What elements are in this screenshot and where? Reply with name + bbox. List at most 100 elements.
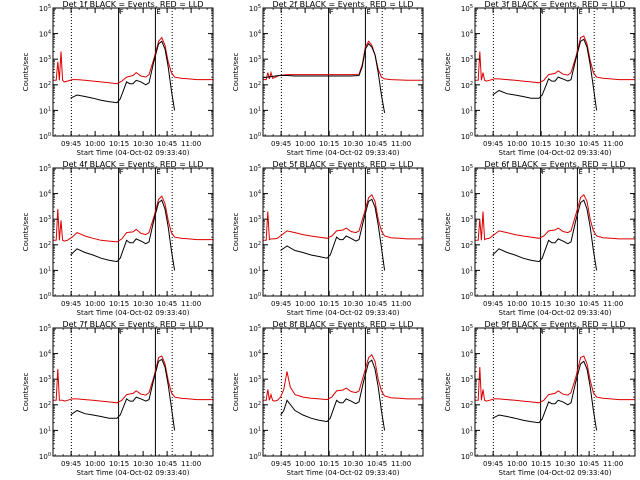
x-tick-label: 10:00: [85, 140, 105, 148]
y-tick-label: 103: [461, 375, 473, 384]
y-tick-label: 102: [461, 401, 473, 410]
x-tick-label: 11:00: [603, 140, 623, 148]
y-tick-label: 104: [249, 30, 261, 39]
plot-frame: [262, 167, 424, 297]
plot-frame: [52, 7, 214, 137]
plot-frame: [474, 327, 636, 457]
x-tick-label: 10:30: [133, 460, 153, 468]
panel-title: Det 2f BLACK = Events, RED = LLD: [272, 0, 413, 9]
y-tick-label: 105: [39, 4, 51, 13]
y-tick-label: 101: [461, 426, 473, 435]
series-lld-line: [475, 193, 635, 241]
y-tick-label: 103: [461, 215, 473, 224]
x-tick-label: 09:45: [61, 140, 81, 148]
y-tick-label: 103: [39, 55, 51, 64]
x-tick-label: 10:30: [555, 460, 575, 468]
series-events-line: [492, 199, 598, 271]
y-tick-label: 101: [249, 426, 261, 435]
x-tick-label: 11:00: [603, 460, 623, 468]
marker-letter-e: E: [156, 168, 160, 176]
y-tick-label: 100: [461, 292, 473, 301]
series-lld-line: [475, 35, 635, 84]
x-tick-label: 10:00: [507, 300, 527, 308]
y-tick-label: 100: [249, 132, 261, 141]
series-events-line: [70, 358, 176, 431]
plot-frame: [474, 7, 636, 137]
y-tick-label: 103: [249, 375, 261, 384]
x-tick-label: 10:30: [343, 140, 363, 148]
marker-letter-e: E: [156, 328, 160, 336]
x-tick-label: 11:00: [391, 460, 411, 468]
plot-frame: [52, 327, 214, 457]
y-tick-label: 104: [249, 190, 261, 199]
x-tick-label: 10:15: [319, 300, 339, 308]
x-tick-label: 10:15: [531, 300, 551, 308]
x-tick-label: 10:45: [579, 460, 599, 468]
y-tick-label: 103: [249, 55, 261, 64]
plot-frame: [474, 167, 636, 297]
x-tick-label: 09:45: [271, 300, 291, 308]
marker-letter-f: F: [542, 328, 546, 336]
marker-letter-e: E: [366, 328, 370, 336]
x-axis-label: Start Time (04-Oct-02 09:33:40): [499, 469, 612, 477]
x-tick-label: 09:45: [61, 300, 81, 308]
x-tick-label: 10:45: [579, 140, 599, 148]
x-tick-label: 10:00: [295, 140, 315, 148]
x-tick-label: 10:45: [579, 300, 599, 308]
x-tick-label: 09:45: [483, 300, 503, 308]
x-tick-label: 09:45: [271, 140, 291, 148]
x-tick-label: 10:30: [133, 300, 153, 308]
x-tick-label: 10:30: [555, 140, 575, 148]
y-tick-label: 104: [461, 190, 473, 199]
marker-letter-f: F: [330, 328, 334, 336]
x-tick-label: 10:45: [367, 460, 387, 468]
y-axis-label: Counts/sec: [232, 213, 240, 252]
x-tick-label: 10:15: [109, 300, 129, 308]
y-tick-label: 103: [249, 215, 261, 224]
y-axis-label: Counts/sec: [22, 373, 30, 412]
marker-letter-e: E: [578, 8, 582, 16]
y-tick-label: 102: [39, 81, 51, 90]
x-axis-label: Start Time (04-Oct-02 09:33:40): [77, 469, 190, 477]
plot-frame: [262, 327, 424, 457]
y-tick-label: 102: [461, 241, 473, 250]
x-tick-label: 11:00: [181, 460, 201, 468]
y-axis-label: Counts/sec: [22, 213, 30, 252]
marker-letter-e: E: [578, 328, 582, 336]
series-lld-line: [475, 355, 635, 404]
y-axis-label: Counts/sec: [444, 373, 452, 412]
x-axis-label: Start Time (04-Oct-02 09:33:40): [499, 309, 612, 317]
marker-letter-f: F: [120, 8, 124, 16]
y-tick-label: 103: [39, 375, 51, 384]
x-axis-label: Start Time (04-Oct-02 09:33:40): [287, 309, 400, 317]
y-tick-label: 105: [249, 4, 261, 13]
series-events-line: [70, 40, 176, 111]
y-tick-label: 101: [249, 266, 261, 275]
y-tick-label: 103: [39, 215, 51, 224]
y-axis-label: Counts/sec: [444, 53, 452, 92]
x-tick-label: 10:00: [507, 140, 527, 148]
x-tick-label: 10:00: [295, 460, 315, 468]
y-tick-label: 102: [461, 81, 473, 90]
y-tick-label: 100: [461, 452, 473, 461]
series-lld-line: [53, 195, 213, 243]
series-events-line: [263, 42, 386, 113]
panel-title: Det 7f BLACK = Events, RED = LLD: [62, 320, 203, 329]
marker-letter-f: F: [120, 168, 124, 176]
marker-letter-e: E: [156, 8, 160, 16]
y-tick-label: 100: [249, 292, 261, 301]
x-tick-label: 11:00: [603, 300, 623, 308]
series-events-line: [280, 198, 386, 271]
x-tick-label: 10:15: [109, 460, 129, 468]
marker-letter-e: E: [366, 168, 370, 176]
y-tick-label: 105: [249, 324, 261, 333]
y-tick-label: 101: [249, 106, 261, 115]
y-tick-label: 100: [39, 292, 51, 301]
y-tick-label: 105: [461, 4, 473, 13]
x-axis-label: Start Time (04-Oct-02 09:33:40): [287, 149, 400, 157]
y-axis-label: Counts/sec: [444, 213, 452, 252]
x-axis-label: Start Time (04-Oct-02 09:33:40): [77, 309, 190, 317]
